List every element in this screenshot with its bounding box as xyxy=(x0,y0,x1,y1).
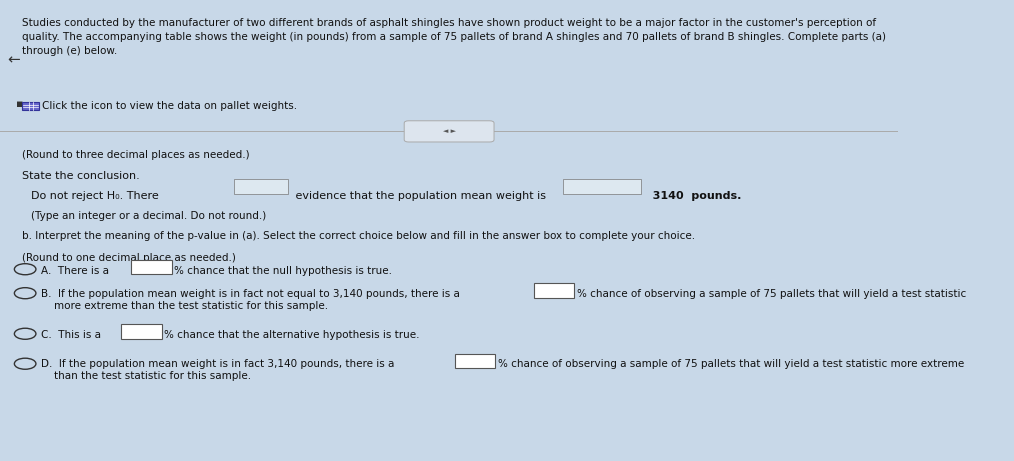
Text: % chance that the null hypothesis is true.: % chance that the null hypothesis is tru… xyxy=(174,266,392,276)
Text: ▪: ▪ xyxy=(16,99,23,109)
Text: b. Interpret the meaning of the p-value in (a). Select the correct choice below : b. Interpret the meaning of the p-value … xyxy=(22,231,696,242)
FancyBboxPatch shape xyxy=(454,354,495,368)
Text: (Type an integer or a decimal. Do not round.): (Type an integer or a decimal. Do not ro… xyxy=(31,211,267,221)
FancyBboxPatch shape xyxy=(131,260,171,274)
Text: D.  If the population mean weight is in fact 3,140 pounds, there is a: D. If the population mean weight is in f… xyxy=(42,359,394,369)
Text: 3140  pounds.: 3140 pounds. xyxy=(645,191,741,201)
Text: ◄ ►: ◄ ► xyxy=(443,128,455,135)
Text: State the conclusion.: State the conclusion. xyxy=(22,171,140,182)
Text: ←: ← xyxy=(7,53,20,67)
Text: (Round to three decimal places as needed.): (Round to three decimal places as needed… xyxy=(22,150,250,160)
FancyBboxPatch shape xyxy=(22,102,39,110)
Text: B.  If the population mean weight is in fact not equal to 3,140 pounds, there is: B. If the population mean weight is in f… xyxy=(42,289,460,299)
Text: % chance of observing a sample of 75 pallets that will yield a test statistic mo: % chance of observing a sample of 75 pal… xyxy=(498,359,964,369)
Text: Do not reject H₀. There: Do not reject H₀. There xyxy=(31,191,166,201)
FancyBboxPatch shape xyxy=(122,324,161,339)
Text: % chance of observing a sample of 75 pallets that will yield a test statistic: % chance of observing a sample of 75 pal… xyxy=(577,289,966,299)
Text: Click the icon to view the data on pallet weights.: Click the icon to view the data on palle… xyxy=(43,101,297,111)
Text: than the test statistic for this sample.: than the test statistic for this sample. xyxy=(54,371,251,381)
Text: A.  There is a: A. There is a xyxy=(42,266,110,276)
FancyBboxPatch shape xyxy=(533,283,574,298)
FancyBboxPatch shape xyxy=(563,179,641,194)
Text: not equal to: not equal to xyxy=(568,182,636,192)
Text: Studies conducted by the manufacturer of two different brands of asphalt shingle: Studies conducted by the manufacturer of… xyxy=(22,18,886,56)
Text: more extreme than the test statistic for this sample.: more extreme than the test statistic for… xyxy=(54,301,328,311)
FancyBboxPatch shape xyxy=(234,179,288,194)
Text: C.  This is a: C. This is a xyxy=(42,330,101,340)
Text: (Round to one decimal place as needed.): (Round to one decimal place as needed.) xyxy=(22,253,236,263)
Text: evidence that the population mean weight is: evidence that the population mean weight… xyxy=(292,191,553,201)
Text: % chance that the alternative hypothesis is true.: % chance that the alternative hypothesis… xyxy=(164,330,420,340)
FancyBboxPatch shape xyxy=(405,121,494,142)
Text: is no: is no xyxy=(248,182,275,192)
